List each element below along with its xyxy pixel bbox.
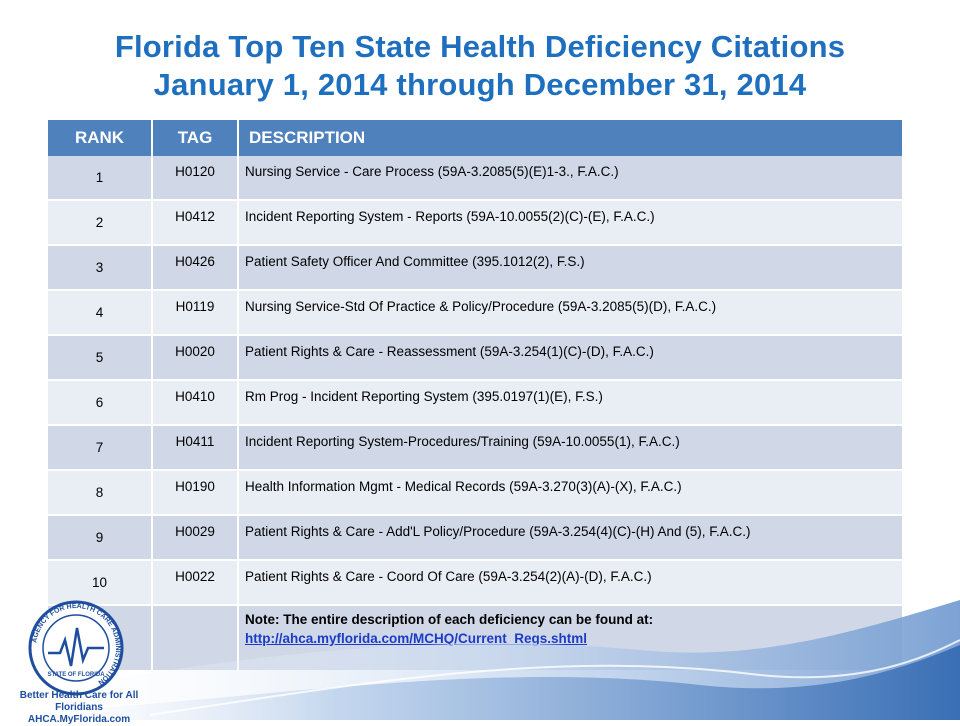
rank-cell: 8 bbox=[48, 470, 153, 516]
rank-cell: 1 bbox=[48, 156, 153, 201]
description-cell: Patient Rights & Care - Coord Of Care (5… bbox=[238, 560, 904, 606]
description-cell: Patient Safety Officer And Committee (39… bbox=[238, 245, 904, 291]
tagline: Better Health Care for All Floridians bbox=[19, 690, 139, 713]
tag-cell: H0120 bbox=[152, 156, 239, 201]
wave-highlight bbox=[149, 639, 960, 716]
note-text: Note: The entire description of each def… bbox=[245, 612, 654, 627]
description-cell: Incident Reporting System-Procedures/Tra… bbox=[238, 425, 904, 471]
rank-cell: 10 bbox=[48, 560, 153, 606]
table-row: 10 H0022 Patient Rights & Care - Coord O… bbox=[48, 560, 904, 606]
rank-cell: 6 bbox=[48, 380, 153, 426]
description-cell: Nursing Service - Care Process (59A-3.20… bbox=[238, 156, 904, 201]
logo-caption: Better Health Care for All Floridians AH… bbox=[4, 690, 154, 726]
tag-cell: H0410 bbox=[152, 380, 239, 426]
table-row: 2 H0412 Incident Reporting System - Repo… bbox=[48, 200, 904, 246]
ahca-logo-icon: AGENCY FOR HEALTH CARE ADMINISTRATION ST… bbox=[28, 600, 124, 696]
table-row: 5 H0020 Patient Rights & Care - Reassess… bbox=[48, 335, 904, 381]
description-cell: Incident Reporting System - Reports (59A… bbox=[238, 200, 904, 246]
tag-cell: H0119 bbox=[152, 290, 239, 336]
description-cell: Nursing Service-Std Of Practice & Policy… bbox=[238, 290, 904, 336]
column-header-tag: TAG bbox=[152, 120, 239, 156]
description-cell: Rm Prog - Incident Reporting System (395… bbox=[238, 380, 904, 426]
rank-cell: 9 bbox=[48, 515, 153, 561]
tag-cell: H0426 bbox=[152, 245, 239, 291]
tag-cell: H0190 bbox=[152, 470, 239, 516]
rank-cell: 3 bbox=[48, 245, 153, 291]
column-header-description: DESCRIPTION bbox=[238, 120, 904, 156]
description-cell: Patient Rights & Care - Add'L Policy/Pro… bbox=[238, 515, 904, 561]
regulations-link[interactable]: http://ahca.myflorida.com/MCHQ/Current_R… bbox=[245, 631, 588, 646]
tag-cell: H0029 bbox=[152, 515, 239, 561]
slide-title: Florida Top Ten State Health Deficiency … bbox=[0, 28, 960, 104]
tag-cell: H0412 bbox=[152, 200, 239, 246]
table-row: 1 H0120 Nursing Service - Care Process (… bbox=[48, 156, 904, 201]
rank-cell: 4 bbox=[48, 290, 153, 336]
table-row: 8 H0190 Health Information Mgmt - Medica… bbox=[48, 470, 904, 516]
table-row: 9 H0029 Patient Rights & Care - Add'L Po… bbox=[48, 515, 904, 561]
table-row: 4 H0119 Nursing Service-Std Of Practice … bbox=[48, 290, 904, 336]
svg-text:STATE OF FLORIDA: STATE OF FLORIDA bbox=[47, 672, 105, 678]
description-cell: Health Information Mgmt - Medical Record… bbox=[238, 470, 904, 516]
table-row: 3 H0426 Patient Safety Officer And Commi… bbox=[48, 245, 904, 291]
table-row: 7 H0411 Incident Reporting System-Proced… bbox=[48, 425, 904, 471]
column-header-rank: RANK bbox=[48, 120, 153, 156]
tag-cell: H0022 bbox=[152, 560, 239, 606]
title-line-1: Florida Top Ten State Health Deficiency … bbox=[114, 29, 846, 64]
tag-cell: H0411 bbox=[152, 425, 239, 471]
table-header-row: RANK TAG DESCRIPTION bbox=[48, 120, 904, 156]
table-row: 6 H0410 Rm Prog - Incident Reporting Sys… bbox=[48, 380, 904, 426]
rank-cell: 2 bbox=[48, 200, 153, 246]
title-line-2: January 1, 2014 through December 31, 201… bbox=[153, 67, 807, 102]
decorative-waves bbox=[0, 600, 960, 720]
description-cell: Patient Rights & Care - Reassessment (59… bbox=[238, 335, 904, 381]
rank-cell: 5 bbox=[48, 335, 153, 381]
rank-cell: 7 bbox=[48, 425, 153, 471]
website-text: AHCA.MyFlorida.com bbox=[27, 714, 131, 725]
tag-cell: H0020 bbox=[152, 335, 239, 381]
